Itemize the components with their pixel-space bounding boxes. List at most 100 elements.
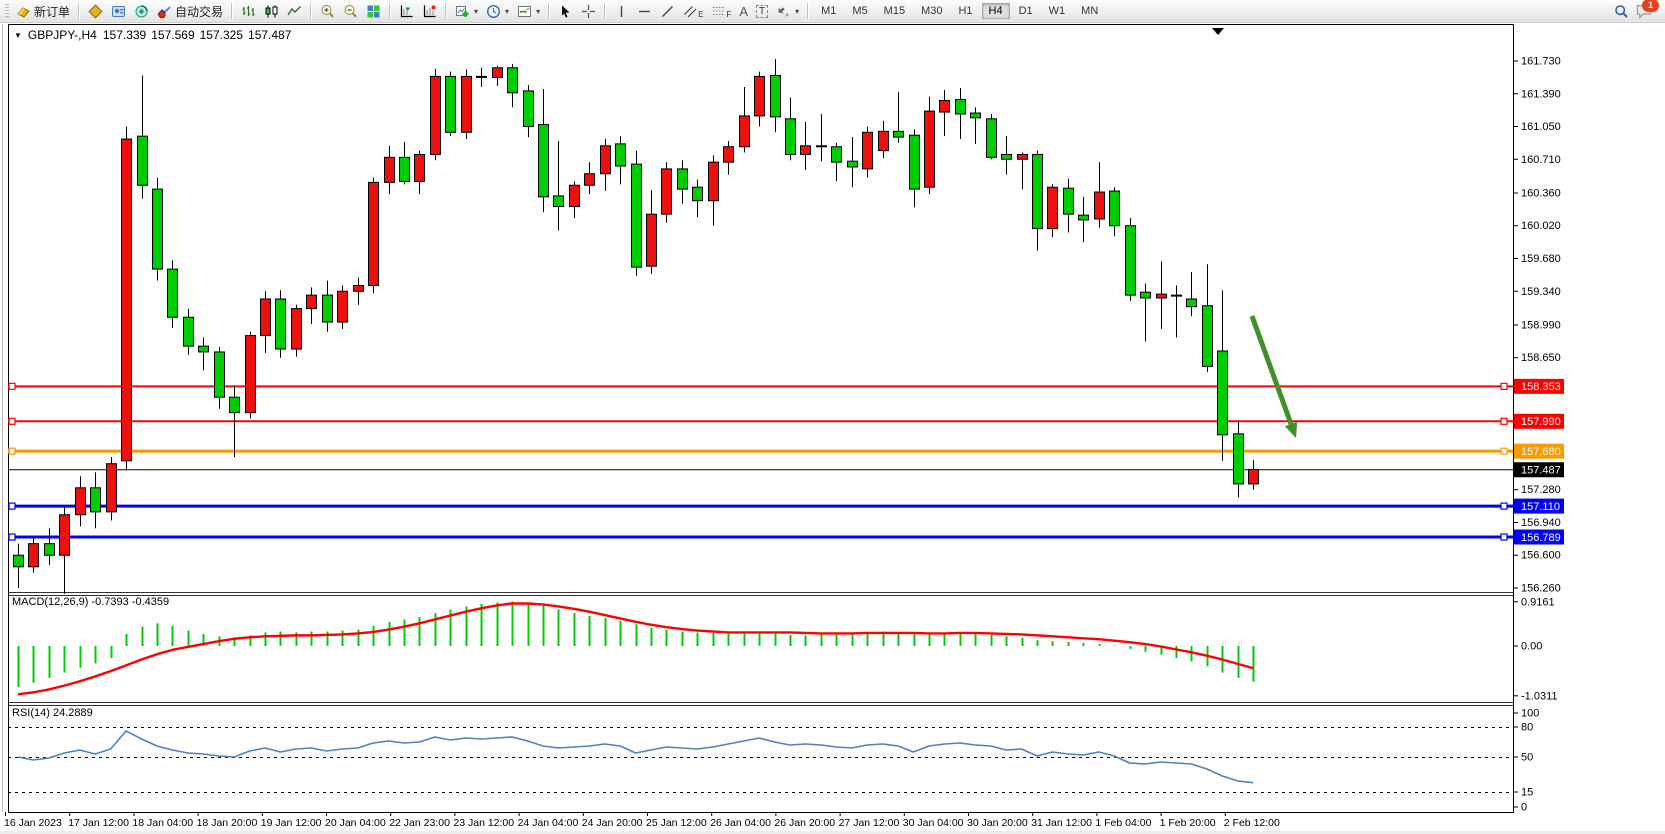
cursor-tool-button[interactable] <box>554 1 577 22</box>
new-chart-icon <box>456 5 469 17</box>
new-chart-button[interactable]: ▾ <box>451 1 482 22</box>
chart-title: ▼ GBPJPY-,H4 157.339 157.569 157.325 157… <box>14 28 291 42</box>
candle-down <box>631 163 642 268</box>
date-axis-label: 18 Jan 20:00 <box>197 817 258 829</box>
hline-tool-icon <box>639 10 651 12</box>
rsi-axis-label: 15 <box>1521 787 1533 799</box>
date-axis-label: 2 Feb 12:00 <box>1224 817 1280 829</box>
candle-up <box>106 463 117 513</box>
candle-up <box>430 75 441 155</box>
text-tool-button[interactable]: A <box>735 1 752 22</box>
price-axis-label: 158.650 <box>1521 352 1561 364</box>
dropdown-caret-icon: ▾ <box>505 6 510 16</box>
auto-trading-button[interactable]: 自动交易 <box>153 0 227 23</box>
channel-tool-button[interactable]: E <box>679 1 707 22</box>
candle-down <box>229 396 240 414</box>
candle-down <box>167 268 178 318</box>
price-line-badge-label: 157.487 <box>1521 465 1561 477</box>
candlestick-icon <box>265 5 278 17</box>
price-axis-label: 156.940 <box>1521 517 1561 529</box>
timeframe-H4[interactable]: H4 <box>981 3 1010 19</box>
periods-button[interactable]: ▾ <box>482 1 513 22</box>
templates-button[interactable]: ▾ <box>513 1 544 22</box>
candle-up <box>862 131 873 170</box>
indicator-list-button[interactable] <box>418 1 441 22</box>
date-axis-label: 31 Jan 12:00 <box>1031 817 1092 829</box>
price-line-badge-label: 158.353 <box>1521 381 1561 393</box>
fibonacci-tool-button[interactable]: F <box>707 1 735 22</box>
shapes-tool-button[interactable]: ▾ <box>772 1 803 22</box>
date-axis-label: 24 Jan 20:00 <box>582 817 643 829</box>
auto-trading-icon <box>157 5 171 18</box>
bar-chart-mode-button[interactable] <box>237 1 260 22</box>
community-chat-button[interactable]: 1 <box>1635 0 1659 20</box>
tile-windows-button[interactable] <box>362 1 385 22</box>
timeframe-MN[interactable]: MN <box>1074 3 1105 19</box>
data-window-button[interactable] <box>107 1 130 22</box>
toolbar-separator <box>604 3 607 19</box>
timeframe-W1[interactable]: W1 <box>1042 3 1073 19</box>
line-anchor-marker <box>8 417 16 425</box>
candle-up <box>59 514 70 556</box>
data-window-icon <box>112 5 126 17</box>
market-watch-button[interactable] <box>84 1 107 22</box>
timeframe-M5[interactable]: M5 <box>845 3 874 19</box>
date-axis-label: 26 Jan 20:00 <box>774 817 835 829</box>
candle-down <box>615 143 626 167</box>
price-axis-label: 158.990 <box>1521 319 1561 331</box>
tile-windows-icon <box>367 5 380 17</box>
line-anchor-marker <box>1500 502 1508 510</box>
hline-tool-button[interactable] <box>633 1 656 22</box>
date-axis-label: 24 Jan 04:00 <box>518 817 579 829</box>
shapes-tool-icon <box>778 6 790 17</box>
timeframe-M30[interactable]: M30 <box>914 3 949 19</box>
trendline-tool-button[interactable] <box>656 1 679 22</box>
text-label-tool-button[interactable]: T <box>752 2 772 21</box>
date-axis-label: 19 Jan 12:00 <box>261 817 322 829</box>
candle-down <box>137 135 148 186</box>
trend-arrow-head <box>1284 421 1298 439</box>
toolbar-grip[interactable] <box>5 3 9 19</box>
navigator-button[interactable] <box>130 1 153 22</box>
vline-tool-button[interactable] <box>610 1 633 22</box>
line-anchor-marker <box>1500 533 1508 541</box>
candle-up <box>260 298 271 337</box>
date-axis-label: 30 Jan 20:00 <box>967 817 1028 829</box>
zoom-out-button[interactable] <box>339 1 362 22</box>
candle-down <box>1001 153 1012 160</box>
candle-up <box>1156 293 1167 299</box>
date-axis-label: 20 Jan 04:00 <box>325 817 386 829</box>
timeframe-D1[interactable]: D1 <box>1012 3 1040 19</box>
date-axis-label: 23 Jan 12:00 <box>453 817 514 829</box>
price-axis-label: 161.730 <box>1521 56 1561 68</box>
zoom-in-button[interactable] <box>316 1 339 22</box>
candle-up <box>584 173 595 186</box>
crosshair-tool-button[interactable] <box>577 1 600 22</box>
ohlc-open: 157.339 <box>102 28 147 42</box>
line-chart-mode-button[interactable] <box>283 1 306 22</box>
new-order-button[interactable]: 新订单 <box>12 0 74 23</box>
price-axis-label: 160.360 <box>1521 187 1561 199</box>
symbol-collapse-icon[interactable]: ▼ <box>14 30 22 40</box>
price-axis-label: 156.260 <box>1521 582 1561 594</box>
price-line-badge <box>1514 413 1564 429</box>
ohlc-low: 157.325 <box>199 28 244 42</box>
candlestick-mode-button[interactable] <box>260 1 283 22</box>
search-icon[interactable] <box>1614 4 1629 19</box>
candle-down <box>816 145 827 148</box>
indicator-window-button[interactable] <box>395 1 418 22</box>
candle-down <box>214 351 225 398</box>
timeframe-M15[interactable]: M15 <box>877 3 912 19</box>
new-order-icon <box>17 6 30 18</box>
chart-ohlc-values: 157.339 157.569 157.325 157.487 <box>103 28 292 42</box>
candle-up <box>924 110 935 188</box>
date-axis-label: 26 Jan 04:00 <box>710 817 771 829</box>
candle-up <box>75 487 86 516</box>
candle-down <box>677 168 688 190</box>
candle-down <box>538 124 549 198</box>
candle-down <box>692 186 703 202</box>
toolbar: 新订单 自动交易 <box>0 0 1665 23</box>
timeframe-H1[interactable]: H1 <box>951 3 979 19</box>
timeframe-M1[interactable]: M1 <box>814 3 843 19</box>
